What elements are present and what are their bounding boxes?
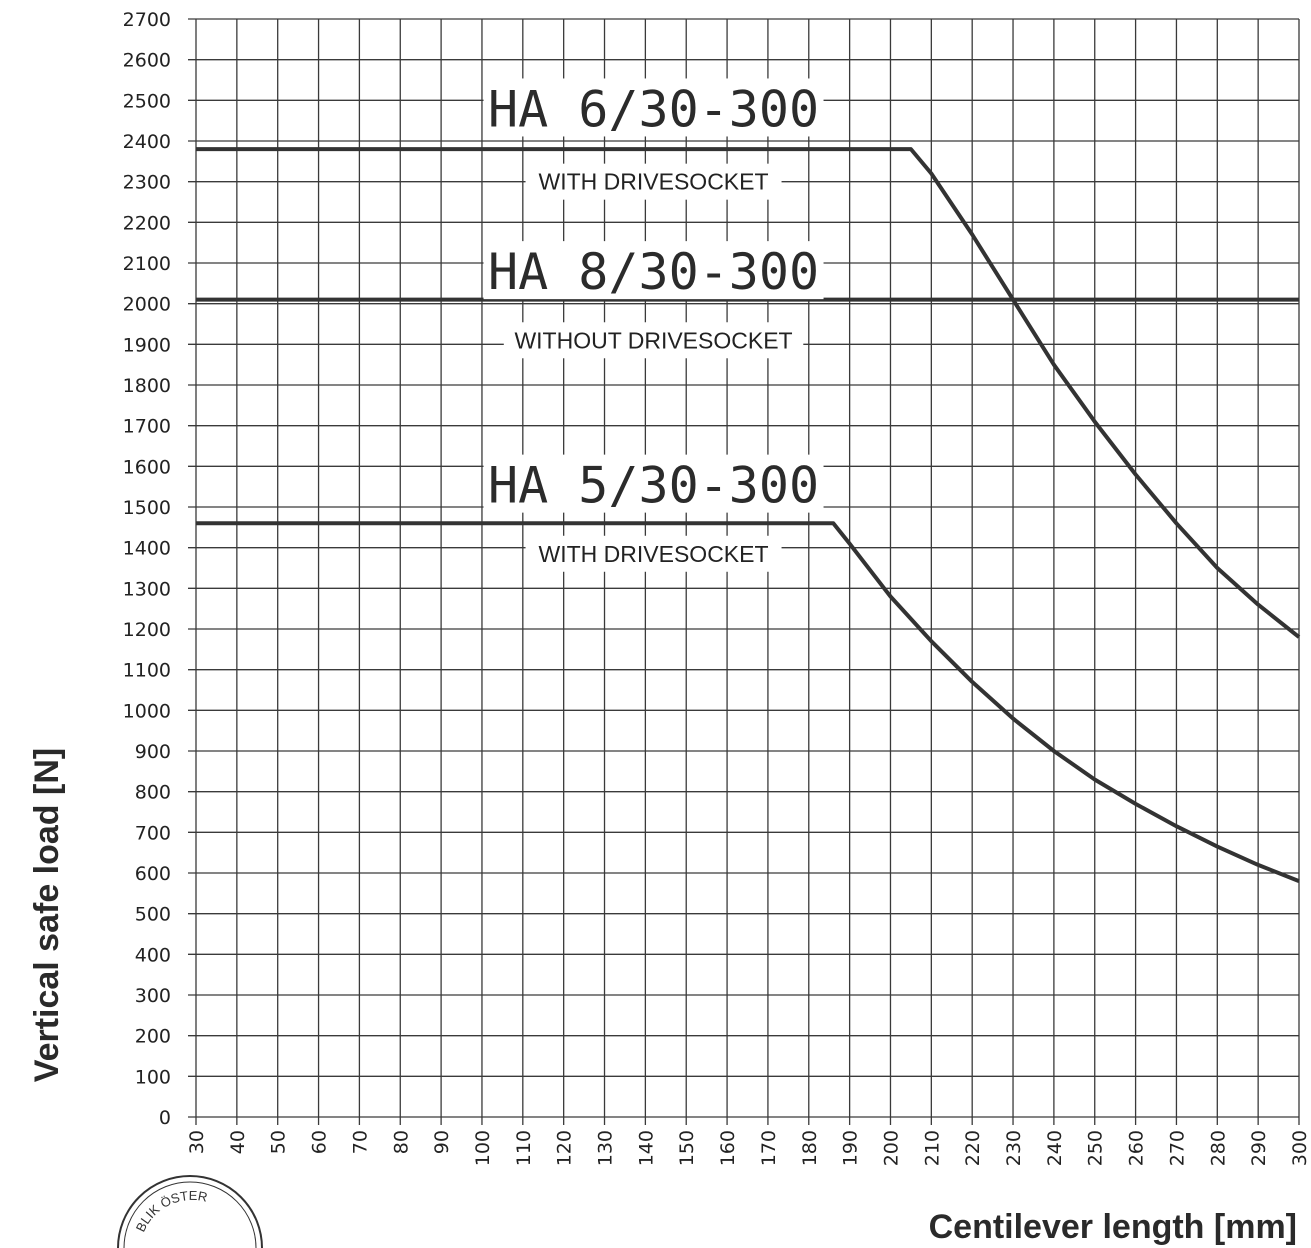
y-tick-label: 0	[159, 1107, 171, 1129]
x-tick-label: 260	[1126, 1130, 1148, 1166]
x-tick-label: 250	[1085, 1130, 1107, 1166]
series-name-label: HA 6/30-300	[488, 80, 819, 138]
y-tick-label: 400	[135, 944, 171, 966]
y-tick-label: 2400	[123, 131, 171, 153]
series-line-1	[196, 147, 1301, 639]
x-tick-label: 130	[595, 1130, 617, 1166]
approval-seal: BLIK ÖSTER	[117, 1175, 263, 1248]
series-name-label: HA 8/30-300	[488, 243, 819, 301]
x-tick-label: 100	[472, 1130, 494, 1166]
y-tick-label: 100	[135, 1066, 171, 1088]
x-tick-label: 200	[880, 1130, 902, 1166]
x-tick-label: 50	[268, 1130, 290, 1154]
series-note-label: WITH DRIVESOCKET	[539, 169, 769, 195]
x-tick-label: 170	[758, 1130, 780, 1166]
x-axis-title: Centilever length [mm]	[929, 1208, 1297, 1246]
series-name-bg	[483, 78, 824, 137]
x-tick-label: 290	[1248, 1130, 1270, 1166]
y-tick-label: 1800	[123, 375, 171, 397]
x-tick-labels: 30 40 50 60 70 80 90 100 110 120 130 140 150 160 170 18…	[186, 1130, 1311, 1166]
y-tick-label: 800	[135, 782, 171, 804]
y-tick-label: 500	[135, 904, 171, 926]
series-name-bg	[483, 454, 824, 513]
y-tick-label: 1100	[123, 660, 171, 682]
x-tick-label: 40	[227, 1130, 249, 1154]
series-note-bg	[503, 322, 804, 359]
x-tick-label: 190	[840, 1130, 862, 1166]
svg-text:BLIK ÖSTER: BLIK ÖSTER	[133, 1188, 209, 1234]
y-tick-labels: 0 100 200 300 400 500 600 700 800 900 1000 1100 1200…	[123, 9, 171, 1129]
x-tick-label: 150	[676, 1130, 698, 1166]
grid	[188, 18, 1300, 1125]
y-tick-label: 1000	[123, 700, 171, 722]
y-tick-label: 2200	[123, 212, 171, 234]
y-tick-label: 700	[135, 822, 171, 844]
x-tick-label: 300	[1289, 1130, 1311, 1166]
series-name-label: HA 5/30-300	[488, 457, 819, 515]
series-note-label: WITH DRIVESOCKET	[539, 541, 769, 567]
y-tick-label: 300	[135, 985, 171, 1007]
x-tick-label: 270	[1166, 1130, 1188, 1166]
x-tick-label: 110	[513, 1130, 535, 1166]
series-labels: HA 6/30-300 WITH DRIVESOCKET HA 8/30-300 WI…	[483, 78, 824, 572]
y-tick-label: 1200	[123, 619, 171, 641]
y-tick-label: 2600	[123, 50, 171, 72]
series-note-bg	[525, 535, 782, 572]
x-tick-label: 220	[962, 1130, 984, 1166]
x-tick-label: 30	[186, 1130, 208, 1154]
x-tick-label: 120	[554, 1130, 576, 1166]
y-tick-label: 1900	[123, 334, 171, 356]
x-tick-label: 230	[1003, 1130, 1025, 1166]
y-tick-label: 900	[135, 741, 171, 763]
y-tick-label: 2700	[123, 9, 171, 31]
x-tick-label: 160	[717, 1130, 739, 1166]
x-tick-label: 60	[309, 1130, 331, 1154]
series-note-label: WITHOUT DRIVESOCKET	[514, 327, 792, 353]
y-tick-label: 1700	[123, 416, 171, 438]
y-tick-label: 200	[135, 1026, 171, 1048]
series-note-bg	[525, 163, 782, 200]
series-line-3	[196, 521, 1300, 883]
x-tick-label: 90	[431, 1130, 453, 1154]
x-tick-label: 140	[635, 1130, 657, 1166]
x-tick-label: 210	[921, 1130, 943, 1166]
y-tick-label: 2500	[123, 90, 171, 112]
x-tick-label: 70	[349, 1130, 371, 1154]
y-tick-label: 2000	[123, 294, 171, 316]
y-tick-label: 2300	[123, 172, 171, 194]
y-tick-label: 1600	[123, 456, 171, 478]
y-tick-label: 1500	[123, 497, 171, 519]
seal-text: BLIK ÖSTER	[133, 1188, 209, 1234]
y-axis-title: Vertical safe load [N]	[28, 748, 66, 1082]
y-tick-label: 2100	[123, 253, 171, 275]
y-tick-label: 1400	[123, 538, 171, 560]
y-tick-label: 1300	[123, 578, 171, 600]
series-name-bg	[483, 241, 824, 300]
y-tick-label: 600	[135, 863, 171, 885]
series-lines	[196, 147, 1301, 883]
x-tick-label: 80	[390, 1130, 412, 1154]
x-tick-label: 240	[1044, 1130, 1066, 1166]
x-tick-label: 280	[1207, 1130, 1229, 1166]
x-tick-label: 180	[799, 1130, 821, 1166]
